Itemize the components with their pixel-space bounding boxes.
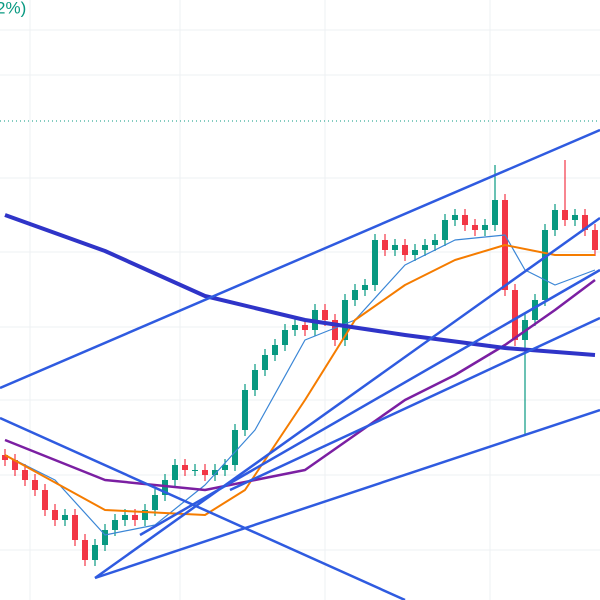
candle-body [332,320,338,340]
candle-body [322,310,328,320]
candle-body [562,210,568,220]
candle-body [442,220,448,240]
candle-body [262,355,268,370]
candle-body [2,455,8,460]
candle-body [392,245,398,250]
candle-body [72,515,78,540]
candle-body [82,540,88,560]
candle-body [532,300,538,320]
candle-body [42,490,48,510]
moving-average [4,213,596,357]
candle-body [592,230,598,250]
candle-body [342,300,348,340]
candle-body [172,465,178,480]
candle-body [482,225,488,230]
candle-body [302,325,308,330]
candle-body [382,240,388,250]
candle-body [572,215,578,220]
candle-body [492,200,498,225]
candle-body [212,470,218,475]
candle-body [132,515,138,520]
candle-body [112,520,118,530]
moving-average [4,234,596,536]
candle-body [22,470,28,480]
candle-body [242,390,248,430]
candle-body [192,470,198,471]
moving-average [4,244,595,516]
candle-body [402,245,408,255]
header-text: 2%) [0,0,26,17]
candle-body [122,515,128,520]
candle-body [222,465,228,470]
candle-body [272,345,278,355]
candle-body [102,530,108,545]
candle-body [32,480,38,490]
candle-body [162,480,168,495]
candle-body [352,290,358,300]
candle-body [582,215,588,230]
candle-body [92,545,98,560]
candle-body [12,460,18,470]
candle-body [432,240,438,245]
candle-body [362,285,368,290]
trend-lines [0,128,600,600]
candle-body [292,325,298,330]
candle-body [202,470,208,475]
candle-body [182,465,188,470]
candles [2,160,598,566]
candle-body [152,495,158,510]
candle-body [62,515,68,520]
candle-body [542,230,548,300]
candle-body [52,510,58,520]
candle-body [232,430,238,465]
moving-average [4,279,596,492]
candle-body [472,225,478,230]
candle-body [372,240,378,285]
candle-body [512,290,518,340]
candle-body [552,210,558,230]
candle-body [462,215,468,225]
candle-body [282,330,288,345]
candle-body [252,370,258,390]
candle-body [412,250,418,255]
candle-body [142,510,148,520]
candle-body [452,215,458,220]
candle-body [422,245,428,250]
indicators [4,213,596,536]
